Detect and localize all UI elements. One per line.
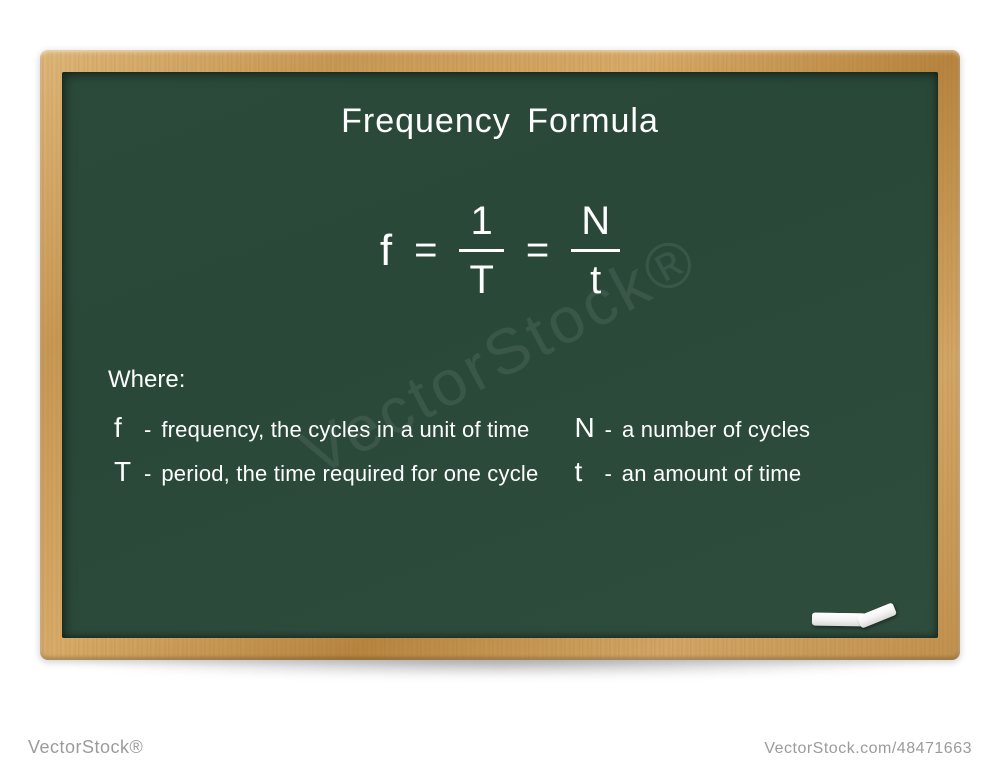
frac2-den: t (580, 256, 611, 304)
definitions-col-1: f - frequency, the cycles in a unit of t… (114, 412, 538, 488)
def-t-sym: t (574, 456, 594, 488)
def-T-dash: - (144, 461, 151, 487)
where-label: Where: (108, 366, 896, 394)
def-T: T - period, the time required for one cy… (114, 456, 538, 488)
fraction-1: 1 T (459, 197, 503, 304)
def-f-sym: f (114, 412, 134, 444)
equals-1: = (414, 228, 437, 273)
frac2-num: N (571, 197, 620, 245)
def-T-desc: period, the time required for one cycle (161, 461, 538, 487)
def-T-sym: T (114, 456, 134, 488)
def-f: f - frequency, the cycles in a unit of t… (114, 412, 538, 444)
frac1-den: T (459, 256, 503, 304)
def-N-dash: - (605, 417, 612, 443)
def-t-dash: - (604, 461, 611, 487)
frac2-bar (571, 249, 620, 252)
formula-lhs: f (380, 226, 392, 276)
def-t: t - an amount of time (574, 456, 810, 488)
fraction-2: N t (571, 197, 620, 304)
def-f-dash: - (144, 417, 151, 443)
image-id-text: VectorStock.com/48471663 (764, 740, 972, 758)
def-N-sym: N (574, 412, 594, 444)
watermark-text: VectorStock® (28, 737, 143, 758)
chalk-icon (857, 602, 897, 628)
frac1-bar (459, 249, 503, 252)
chalkboard: VectorStock® Frequency Formula f = 1 T =… (62, 72, 938, 638)
chalkboard-container: VectorStock® Frequency Formula f = 1 T =… (40, 50, 960, 660)
frac1-num: 1 (461, 197, 503, 245)
def-t-desc: an amount of time (622, 461, 802, 487)
def-N-desc: a number of cycles (622, 417, 810, 443)
equals-2: = (526, 228, 549, 273)
board-title: Frequency Formula (104, 102, 896, 141)
chalk-pieces (812, 596, 902, 626)
def-N: N - a number of cycles (574, 412, 810, 444)
formula-row: f = 1 T = N t (104, 197, 896, 304)
definitions-col-2: N - a number of cycles t - an amount of … (574, 412, 810, 488)
definitions: f - frequency, the cycles in a unit of t… (114, 412, 896, 488)
def-f-desc: frequency, the cycles in a unit of time (161, 417, 529, 443)
